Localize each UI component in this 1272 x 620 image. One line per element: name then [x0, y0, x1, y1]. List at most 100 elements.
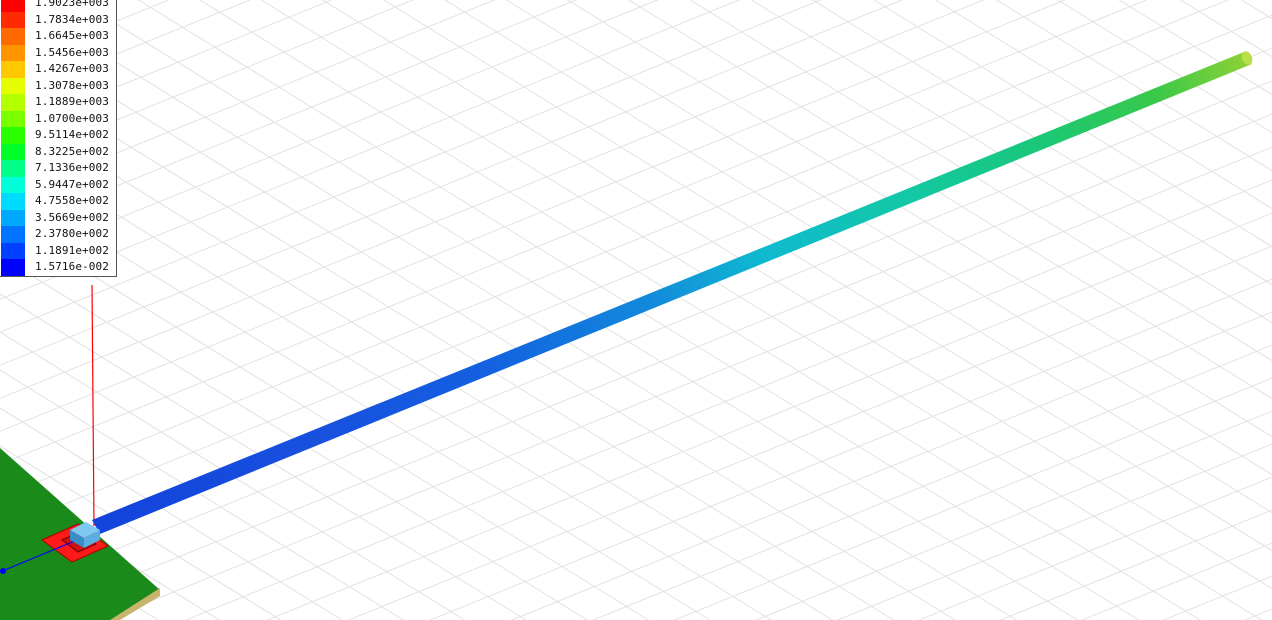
legend-swatch: [1, 242, 25, 259]
grid-line: [1162, 575, 1272, 620]
legend-swatch: [1, 259, 25, 276]
legend-label: 1.4267e+003: [35, 62, 109, 75]
legend-label: 3.5669e+002: [35, 210, 109, 224]
grid-line: [934, 0, 1272, 210]
legend-row: 7.1336e+002: [0, 160, 118, 177]
grid-line: [591, 344, 1272, 620]
z-axis-line: [91, 284, 95, 527]
pcb-board-edge: [110, 588, 160, 620]
legend-swatch: [1, 11, 25, 28]
legend-row: 5.9447e+002: [0, 176, 118, 193]
grid-line: [1080, 542, 1272, 620]
legend-swatch: [1, 61, 25, 78]
legend-label: 1.7834e+003: [35, 12, 109, 26]
wire-tip: [1241, 51, 1253, 65]
grid-line: [1057, 0, 1272, 134]
grid-line: [673, 377, 1272, 620]
legend-label: 9.5114e+002: [35, 128, 109, 141]
grid-line: [0, 0, 415, 168]
x-axis-line: [0, 537, 83, 573]
grid-line: [0, 103, 834, 620]
grid-line: [0, 445, 282, 620]
grid-line: [505, 0, 1272, 476]
legend-swatch: [1, 28, 25, 45]
grid-line: [995, 0, 1272, 172]
legend-label: 2.3780e+002: [35, 227, 109, 240]
grid-line: [0, 483, 221, 620]
legend-label: 1.3078e+003: [35, 78, 109, 92]
grid-line: [0, 0, 333, 135]
legend-label: 1.5456e+003: [35, 45, 109, 59]
grid-line: [750, 0, 1272, 324]
legend-swatch: [1, 127, 25, 144]
legend-row: 3.5669e+002: [0, 209, 118, 226]
grid-line: [0, 65, 895, 620]
grid-line: [628, 0, 1272, 400]
grid-line: [21, 113, 1272, 620]
grid-line: [566, 0, 1272, 438]
grid-line: [0, 293, 527, 620]
legend-label: 1.0700e+003: [35, 111, 109, 125]
grid-line: [0, 0, 252, 102]
legend-row: 1.5716e-002: [0, 259, 118, 276]
grid-line: [382, 0, 1272, 552]
legend-row: 1.0700e+003: [0, 110, 118, 127]
grid-line: [0, 0, 496, 201]
legend-row: 8.3225e+002: [0, 143, 118, 160]
legend-swatch: [1, 94, 25, 111]
grid-line: [811, 0, 1272, 286]
legend-row: 1.3078e+003: [0, 77, 118, 94]
grid-line: [0, 0, 1148, 465]
grid-line: [0, 369, 405, 620]
grid-line: [0, 0, 1230, 498]
grid-line: [0, 0, 89, 36]
feed-port-block: [70, 522, 100, 548]
grid-line: [0, 217, 650, 620]
legend-swatch: [1, 193, 25, 210]
legend-row: 1.5456e+003: [0, 44, 118, 61]
legend-label: 1.6645e+003: [35, 29, 109, 42]
grid-line: [103, 146, 1272, 620]
legend-swatch: [1, 77, 25, 94]
legend-row: 9.5114e+002: [0, 127, 118, 144]
legend-label: 7.1336e+002: [35, 161, 109, 174]
grid-line: [184, 179, 1272, 620]
grid-line: [0, 80, 1272, 597]
legend-label: 4.7558e+002: [35, 194, 109, 207]
legend-row: 2.3780e+002: [0, 226, 118, 243]
grid-line: [0, 0, 904, 366]
grid-line: [347, 245, 1272, 620]
legend-row: 1.1889e+003: [0, 94, 118, 111]
grid-line: [1240, 0, 1272, 20]
legend-swatch: [1, 143, 25, 160]
grid-line: [0, 0, 985, 399]
legend-swatch: [1, 44, 25, 61]
legend-row: 1.7834e+003: [0, 11, 118, 28]
legend-row: 1.9023e+003: [0, 0, 118, 12]
legend-label: 1.1889e+003: [35, 95, 109, 108]
grid-line: [444, 0, 1272, 514]
legend-row: 1.6645e+003: [0, 28, 118, 45]
grid-line: [0, 407, 343, 620]
legend-swatch: [1, 226, 25, 243]
antenna-wire: [92, 51, 1253, 534]
grid-line: [0, 331, 466, 620]
legend-swatch: [1, 209, 25, 226]
grid-line: [1243, 608, 1272, 620]
legend-row: 1.1891e+002: [0, 242, 118, 259]
grid-line: [0, 14, 1272, 531]
legend-swatch: [1, 160, 25, 177]
grid-line: [0, 255, 589, 620]
grid-line: [265, 212, 1272, 620]
grid-line: [917, 476, 1272, 620]
grid-line: [0, 27, 956, 620]
grid-line: [999, 509, 1272, 620]
grid-line: [0, 141, 772, 620]
